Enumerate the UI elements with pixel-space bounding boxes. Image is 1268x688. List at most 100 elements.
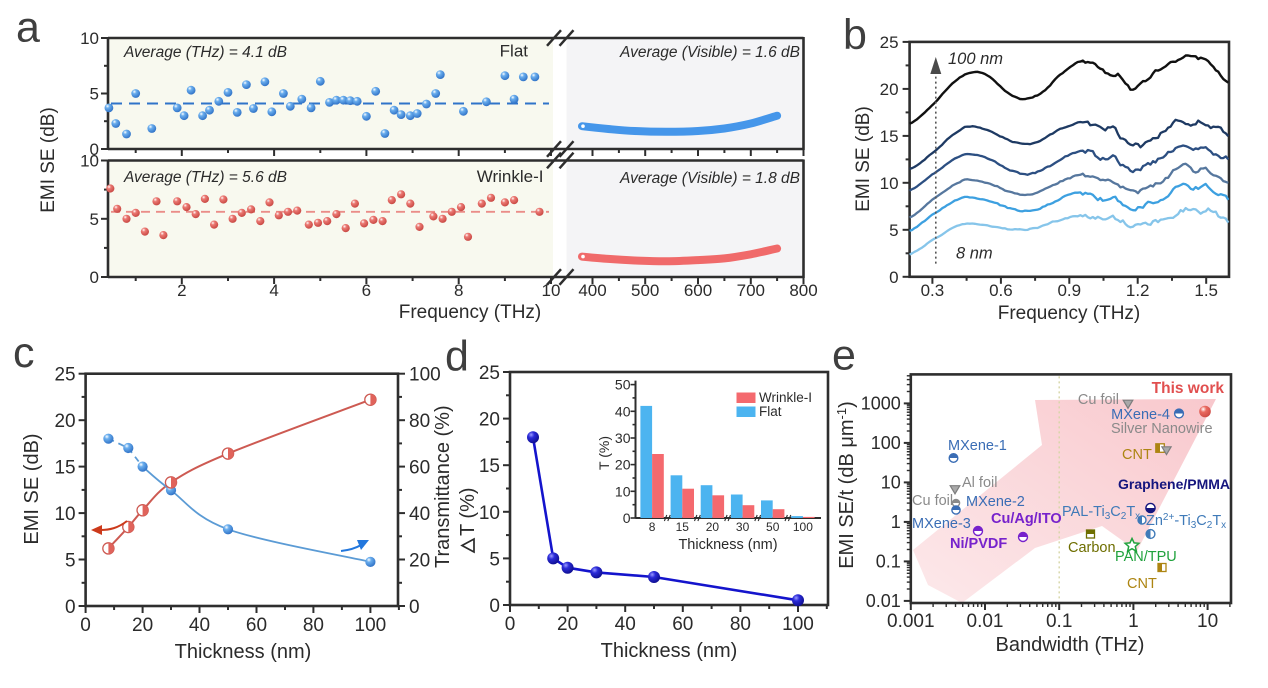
svg-text:5: 5 <box>90 210 99 229</box>
svg-text:600: 600 <box>684 281 712 300</box>
svg-text:40: 40 <box>615 403 631 419</box>
svg-text:MXene-3: MXene-3 <box>912 516 971 532</box>
svg-text:Cu foil: Cu foil <box>912 493 953 509</box>
svg-text:800: 800 <box>789 281 817 300</box>
svg-text:Average (Visible) = 1.6 dB: Average (Visible) = 1.6 dB <box>619 44 800 61</box>
svg-text:8 nm: 8 nm <box>956 245 993 263</box>
svg-text:50: 50 <box>766 520 780 534</box>
svg-text:Ni/PVDF: Ni/PVDF <box>950 536 1007 552</box>
svg-text:Zn2+-Ti3C2Tx: Zn2+-Ti3C2Tx <box>1146 512 1226 531</box>
svg-text:100: 100 <box>871 433 901 453</box>
svg-text:25: 25 <box>54 365 75 386</box>
svg-text:4: 4 <box>269 281 278 300</box>
svg-text:20: 20 <box>479 410 500 431</box>
svg-text:0.6: 0.6 <box>989 281 1013 300</box>
svg-text:0.9: 0.9 <box>1057 281 1081 300</box>
svg-text:1000: 1000 <box>861 393 901 413</box>
svg-text:10: 10 <box>542 281 561 300</box>
svg-text:0: 0 <box>90 268 99 287</box>
svg-text:0: 0 <box>409 597 420 618</box>
svg-text:Average (THz) = 4.1 dB: Average (THz) = 4.1 dB <box>123 44 287 61</box>
svg-text:20: 20 <box>54 411 75 432</box>
svg-text:10: 10 <box>54 504 75 525</box>
svg-text:0: 0 <box>80 615 91 636</box>
svg-text:15: 15 <box>676 520 690 534</box>
svg-text:PAL-Ti3C2Tx: PAL-Ti3C2Tx <box>1062 504 1140 522</box>
svg-text:100 nm: 100 nm <box>948 50 1003 68</box>
svg-text:100: 100 <box>793 520 813 534</box>
svg-text:c: c <box>13 329 35 377</box>
svg-text:25: 25 <box>880 33 899 52</box>
svg-text:0.1: 0.1 <box>1046 611 1072 632</box>
svg-text:10: 10 <box>479 503 500 524</box>
svg-text:20: 20 <box>706 520 720 534</box>
svg-text:5: 5 <box>889 221 898 240</box>
svg-text:0: 0 <box>489 596 500 617</box>
svg-text:EMI SE (dB): EMI SE (dB) <box>21 433 43 544</box>
svg-text:e: e <box>832 332 856 380</box>
svg-text:Al foil: Al foil <box>962 475 997 491</box>
svg-text:Wrinkle-I: Wrinkle-I <box>477 167 544 186</box>
svg-text:Frequency (THz): Frequency (THz) <box>998 303 1141 324</box>
svg-text:Wrinkle-I: Wrinkle-I <box>759 390 812 405</box>
svg-text:30: 30 <box>615 430 631 446</box>
svg-text:1.2: 1.2 <box>1126 281 1150 300</box>
svg-text:60: 60 <box>246 615 267 636</box>
svg-text:80: 80 <box>409 411 430 432</box>
svg-text:Thickness (nm): Thickness (nm) <box>175 641 312 663</box>
svg-text:5: 5 <box>489 549 500 570</box>
svg-text:0: 0 <box>65 597 76 618</box>
svg-text:80: 80 <box>303 615 324 636</box>
svg-text:400: 400 <box>578 281 606 300</box>
svg-text:0: 0 <box>505 614 516 635</box>
svg-text:0.01: 0.01 <box>866 591 901 611</box>
svg-text:100: 100 <box>782 614 814 635</box>
svg-text:CNT: CNT <box>1127 576 1157 592</box>
svg-text:20: 20 <box>132 615 153 636</box>
svg-text:b: b <box>843 11 867 59</box>
svg-text:2: 2 <box>177 281 186 300</box>
svg-text:Average (THz) = 5.6 dB: Average (THz) = 5.6 dB <box>123 169 287 186</box>
svg-text:EMI SE (dB): EMI SE (dB) <box>38 107 59 213</box>
svg-text:6: 6 <box>362 281 371 300</box>
svg-text:Flat: Flat <box>759 404 782 419</box>
svg-text:10: 10 <box>615 483 631 499</box>
svg-text:60: 60 <box>409 458 430 479</box>
svg-text:d: d <box>445 333 469 381</box>
svg-text:0.001: 0.001 <box>887 611 935 632</box>
svg-text:1: 1 <box>891 512 901 532</box>
svg-text:5: 5 <box>90 85 99 104</box>
svg-text:CNT: CNT <box>1122 447 1152 463</box>
svg-text:MXene-1: MXene-1 <box>948 438 1007 454</box>
svg-text:25: 25 <box>479 363 500 384</box>
svg-text:EMI SE/t (dB μm-1): EMI SE/t (dB μm-1) <box>834 401 858 569</box>
svg-text:0.1: 0.1 <box>876 551 901 571</box>
svg-text:10: 10 <box>80 152 99 171</box>
svg-text:a: a <box>16 4 40 52</box>
svg-text:1: 1 <box>1128 611 1139 632</box>
svg-text:EMI SE (dB): EMI SE (dB) <box>853 106 874 212</box>
svg-text:8: 8 <box>649 520 656 534</box>
svg-text:MXene-4: MXene-4 <box>1111 407 1170 423</box>
svg-text:Carbon: Carbon <box>1068 540 1116 556</box>
svg-text:10: 10 <box>880 174 899 193</box>
svg-text:Average (Visible) = 1.8 dB: Average (Visible) = 1.8 dB <box>619 170 800 187</box>
svg-text:30: 30 <box>736 520 750 534</box>
svg-text:15: 15 <box>479 456 500 477</box>
svg-text:Silver Nanowire: Silver Nanowire <box>1111 421 1213 437</box>
svg-text:PAN/TPU: PAN/TPU <box>1115 549 1177 565</box>
svg-text:MXene-2: MXene-2 <box>966 494 1025 510</box>
svg-text:0: 0 <box>623 510 631 526</box>
svg-text:Transmittance (%): Transmittance (%) <box>432 405 454 568</box>
svg-text:40: 40 <box>189 615 210 636</box>
svg-text:10: 10 <box>881 472 901 492</box>
svg-text:Cu/Ag/ITO: Cu/Ag/ITO <box>991 511 1062 527</box>
svg-text:80: 80 <box>730 614 751 635</box>
svg-text:60: 60 <box>672 614 693 635</box>
svg-text:0: 0 <box>889 268 898 287</box>
svg-text:0.3: 0.3 <box>921 281 945 300</box>
svg-text:50: 50 <box>615 377 631 393</box>
svg-text:Cu foil: Cu foil <box>1078 392 1119 408</box>
svg-text:T (%): T (%) <box>596 436 612 470</box>
svg-text:40: 40 <box>409 504 430 525</box>
